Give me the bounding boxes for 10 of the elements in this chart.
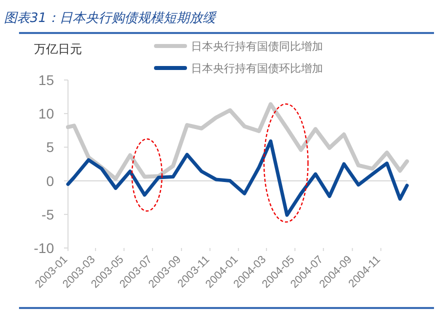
- legend-label: 日本央行持有国债环比增加: [191, 62, 323, 75]
- legend-label: 日本央行持有国债同比增加: [191, 40, 323, 53]
- y-tick-label: -10: [34, 240, 54, 256]
- y-tick-label: -5: [42, 206, 54, 222]
- y-tick-label: 10: [38, 106, 54, 122]
- y-tick-label: 15: [38, 72, 54, 88]
- chart-title: 图表31：日本央行购债规模短期放缓: [4, 11, 218, 26]
- y-tick-label: 0: [46, 172, 54, 189]
- y-axis-title: 万亿日元: [34, 42, 82, 56]
- y-tick-label: 5: [46, 139, 54, 156]
